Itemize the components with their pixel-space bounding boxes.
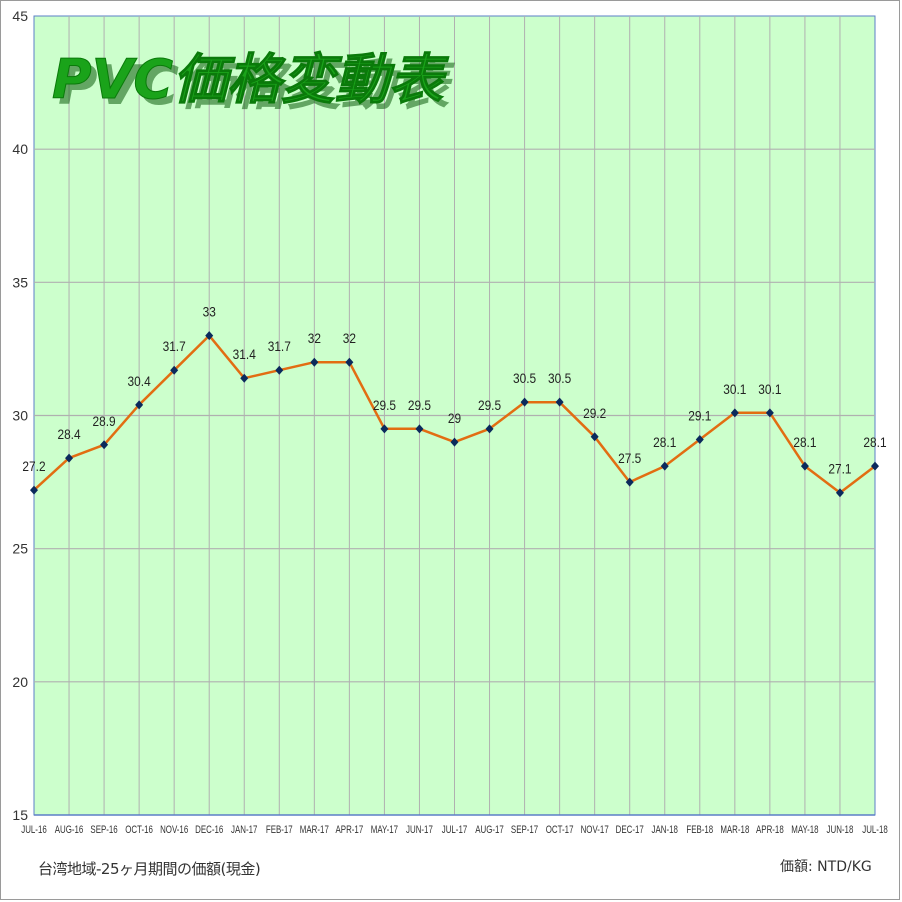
data-point <box>555 397 564 407</box>
x-tick-label: SEP-17 <box>511 824 538 837</box>
x-tick-label: AUG-16 <box>55 824 84 837</box>
data-point <box>135 400 144 410</box>
data-point <box>730 408 739 418</box>
data-point <box>625 477 634 487</box>
data-label: 32 <box>343 330 356 346</box>
x-tick-label: JAN-17 <box>231 824 257 837</box>
data-point <box>415 424 424 434</box>
x-tick-label: SEP-16 <box>90 824 117 837</box>
data-label: 29.1 <box>688 408 711 424</box>
unit-label: 価額: NTD/KG <box>780 859 872 875</box>
data-point <box>765 408 774 418</box>
data-point <box>800 461 809 471</box>
data-label: 29.2 <box>583 405 606 421</box>
data-label: 30.4 <box>128 373 151 389</box>
data-label: 30.5 <box>548 370 571 386</box>
data-point <box>345 357 354 367</box>
y-tick-label: 25 <box>12 541 28 557</box>
y-tick-label: 30 <box>12 408 28 424</box>
chart-title-shadow: PVC価格変動表 <box>58 54 455 117</box>
data-label: 30.1 <box>758 381 781 397</box>
data-point <box>205 331 214 341</box>
x-tick-label: MAR-18 <box>720 824 749 837</box>
x-tick-label: OCT-17 <box>546 824 574 837</box>
data-point <box>695 434 704 444</box>
x-tick-label: DEC-17 <box>616 824 644 837</box>
data-point <box>65 453 74 463</box>
data-point <box>30 485 38 495</box>
x-tick-label: MAR-17 <box>300 824 329 837</box>
data-label: 33 <box>203 304 216 320</box>
chart-title: PVC価格変動表 <box>52 48 449 111</box>
data-point <box>485 424 494 434</box>
data-label: 29.5 <box>478 397 501 413</box>
data-label: 27.1 <box>828 461 851 477</box>
data-label: 27.5 <box>618 450 641 466</box>
data-label: 30.1 <box>723 381 746 397</box>
x-tick-label: JAN-18 <box>652 824 678 837</box>
x-tick-label: JUL-16 <box>21 824 47 837</box>
x-tick-label: FEB-17 <box>266 824 293 837</box>
x-tick-label: APR-17 <box>336 824 364 837</box>
x-tick-label: APR-18 <box>756 824 784 837</box>
data-point <box>450 437 459 447</box>
x-tick-label: JUN-17 <box>406 824 433 837</box>
y-tick-label: 15 <box>12 807 28 823</box>
data-point <box>240 373 249 383</box>
data-point <box>100 440 109 450</box>
x-tick-label: JUL-18 <box>862 824 888 837</box>
data-label: 28.1 <box>653 434 676 450</box>
y-tick-label: 40 <box>12 141 28 157</box>
x-tick-label: MAY-17 <box>371 824 398 837</box>
y-tick-label: 35 <box>12 274 28 290</box>
data-label: 31.7 <box>163 338 186 354</box>
data-point <box>170 365 179 375</box>
y-tick-label: 20 <box>12 674 28 690</box>
data-point <box>660 461 669 471</box>
data-label: 27.2 <box>22 458 45 474</box>
x-tick-label: JUN-18 <box>827 824 854 837</box>
data-label: 28.1 <box>863 434 886 450</box>
x-tick-label: MAY-18 <box>791 824 818 837</box>
data-label: 32 <box>308 330 321 346</box>
data-label: 29 <box>448 410 461 426</box>
data-label: 29.5 <box>408 397 431 413</box>
y-tick-label: 45 <box>12 8 28 24</box>
data-label: 28.9 <box>93 413 116 429</box>
x-tick-label: DEC-16 <box>195 824 223 837</box>
data-point <box>520 397 529 407</box>
x-tick-label: NOV-17 <box>581 824 609 837</box>
data-point <box>310 357 319 367</box>
data-label: 31.4 <box>233 346 256 362</box>
data-label: 31.7 <box>268 338 291 354</box>
footer-note: 台湾地域-25ヶ月期間の価額(現金) <box>38 860 261 878</box>
x-tick-label: OCT-16 <box>125 824 153 837</box>
data-point <box>380 424 389 434</box>
x-tick-label: NOV-16 <box>160 824 188 837</box>
data-point <box>275 365 284 375</box>
x-tick-label: JUL-17 <box>442 824 468 837</box>
x-tick-label: AUG-17 <box>475 824 504 837</box>
data-label: 29.5 <box>373 397 396 413</box>
data-point <box>835 488 844 498</box>
data-point <box>871 461 879 471</box>
data-point <box>590 432 599 442</box>
x-tick-label: FEB-18 <box>686 824 713 837</box>
data-label: 28.1 <box>793 434 816 450</box>
data-label: 28.4 <box>57 426 80 442</box>
data-label: 30.5 <box>513 370 536 386</box>
